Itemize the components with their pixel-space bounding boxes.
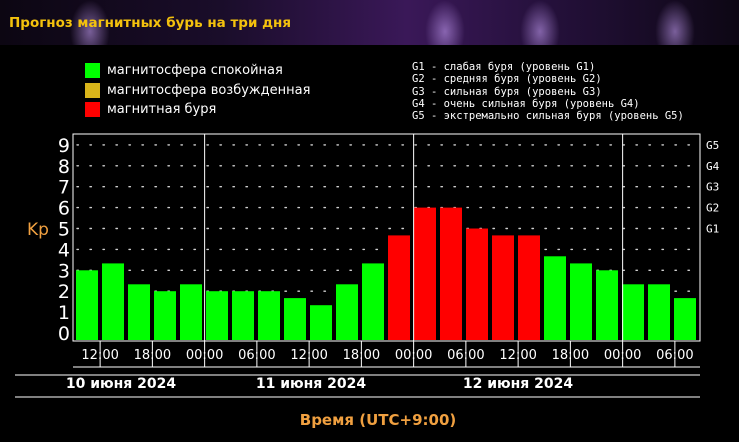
bar [102, 263, 124, 340]
x-tick-label: 18:00 [552, 348, 589, 363]
y-tick-label: 6 [58, 198, 70, 220]
g-legend-item: G3 - сильная буря (уровень G3) [412, 85, 602, 98]
x-tick-label: 12:00 [499, 348, 536, 363]
y-tick-label: 9 [58, 135, 70, 157]
color-legend: магнитосфера спокойная магнитосфера возб… [85, 61, 310, 120]
legend-swatch-storm [85, 102, 100, 118]
legend-item: магнитная буря [85, 100, 310, 120]
bar [596, 270, 618, 340]
bar [440, 207, 462, 340]
g-legend-item: G4 - очень сильная буря (уровень G4) [412, 97, 640, 110]
bar [622, 284, 644, 340]
y-tick-label: 1 [58, 302, 70, 324]
y-tick-label: 5 [58, 219, 70, 241]
banner-glow [655, 0, 695, 45]
legend-item: магнитосфера спокойная [85, 61, 310, 81]
y-tick-label: 8 [58, 156, 70, 178]
bar [544, 256, 566, 340]
legend-swatch-calm [85, 63, 100, 79]
bar [284, 298, 306, 340]
bar [310, 305, 332, 340]
y-tick-label: 0 [58, 323, 70, 345]
x-tick-label: 00:00 [395, 348, 432, 363]
bar [336, 284, 358, 340]
bar [128, 284, 150, 340]
legend-label: магнитосфера возбужденная [107, 82, 311, 98]
bar [492, 235, 514, 340]
x-tick-label: 18:00 [343, 348, 380, 363]
banner-glow [70, 0, 110, 45]
y-axis-label: Kp [27, 220, 49, 240]
g-tick-label: G4 [706, 160, 720, 173]
header-banner [0, 0, 739, 45]
g-level-legend: G1 - слабая буря (уровень G1) G2 - средн… [412, 61, 684, 122]
bar [362, 263, 384, 340]
plot-frame [72, 133, 701, 342]
y-tick-label: 4 [58, 239, 70, 261]
g-tick-label: G5 [706, 139, 719, 152]
bar [154, 291, 176, 340]
bar [258, 291, 280, 340]
day-label: 11 июня 2024 [256, 376, 367, 392]
bar [388, 235, 410, 340]
x-tick-label: 06:00 [656, 348, 693, 363]
x-tick-label: 06:00 [238, 348, 275, 363]
day-label: 10 июня 2024 [66, 376, 177, 392]
x-tick-label: 00:00 [604, 348, 641, 363]
legend-label: магнитосфера спокойная [107, 63, 283, 79]
bar [206, 291, 228, 340]
x-tick-label: 06:00 [447, 348, 484, 363]
banner-glow [520, 0, 560, 45]
g-tick-label: G2 [706, 202, 719, 215]
g-tick-label: G1 [706, 223, 719, 236]
y-tick-label: 7 [58, 177, 70, 199]
g-tick-label: G3 [706, 181, 719, 194]
day-label: 12 июня 2024 [463, 376, 574, 392]
bar [76, 270, 98, 340]
bar [674, 298, 696, 340]
g-legend-item: G5 - экстремально сильная буря (уровень … [412, 110, 684, 123]
legend-label: магнитная буря [107, 102, 217, 118]
legend-item: магнитосфера возбужденная [85, 81, 310, 101]
bar [232, 291, 254, 340]
bar [180, 284, 202, 340]
banner-glow [425, 0, 465, 45]
bar [414, 207, 436, 340]
bar [518, 235, 540, 340]
x-axis-label: Время (UTC+9:00) [300, 411, 456, 429]
g-legend-item: G1 - слабая буря (уровень G1) [412, 61, 596, 73]
x-tick-label: 18:00 [134, 348, 171, 363]
y-tick-label: 2 [58, 281, 70, 303]
x-tick-label: 12:00 [81, 348, 118, 363]
y-tick-label: 3 [58, 260, 70, 282]
page-title: Прогноз магнитных бурь на три дня [9, 15, 291, 31]
bar [570, 263, 592, 340]
legend-swatch-excited [85, 82, 100, 98]
bar [466, 228, 488, 340]
g-legend-item: G2 - средняя буря (уровень G2) [412, 73, 602, 86]
bar [648, 284, 670, 340]
x-tick-label: 00:00 [186, 348, 223, 363]
x-tick-label: 12:00 [290, 348, 327, 363]
